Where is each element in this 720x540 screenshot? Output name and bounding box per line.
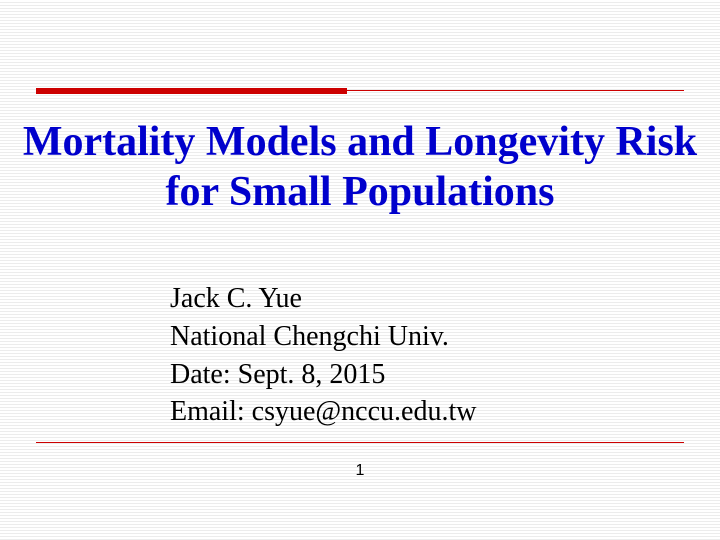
top-rule-thin	[347, 90, 684, 91]
slide-title: Mortality Models and Longevity Risk for …	[0, 118, 720, 217]
page-number: 1	[0, 462, 720, 480]
author-details: Jack C. Yue National Chengchi Univ. Date…	[170, 280, 476, 431]
presentation-date: Date: Sept. 8, 2015	[170, 356, 476, 394]
author-name: Jack C. Yue	[170, 280, 476, 318]
top-rule-thick	[36, 88, 347, 94]
author-affiliation: National Chengchi Univ.	[170, 318, 476, 356]
top-rule	[36, 88, 684, 94]
bottom-rule	[36, 442, 684, 443]
author-email: Email: csyue@nccu.edu.tw	[170, 393, 476, 431]
